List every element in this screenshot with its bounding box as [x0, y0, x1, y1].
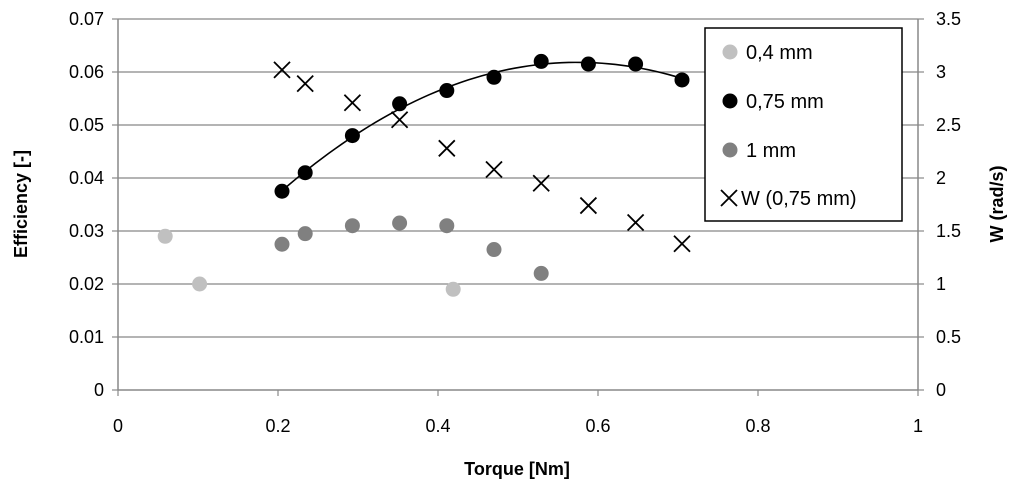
y2-tick-label: 0.5	[936, 327, 961, 347]
data-point-x-marker	[438, 139, 456, 157]
x-tick-label: 1	[913, 416, 923, 436]
y-tick-label: 0.02	[69, 274, 104, 294]
axes	[112, 18, 924, 396]
data-point-circle	[580, 56, 596, 72]
data-point-circle	[297, 226, 313, 242]
legend-box	[704, 27, 903, 222]
data-point-circle	[533, 53, 549, 69]
legend-marker-0-75mm	[722, 93, 738, 109]
y-tick-label: 0.04	[69, 168, 104, 188]
y-tick-label: 0.01	[69, 327, 104, 347]
left-axis-ticks: 0 0.01 0.02 0.03 0.04 0.05 0.06 0.07	[69, 9, 104, 400]
y2-tick-label: 1.5	[936, 221, 961, 241]
trendline-group	[281, 61, 683, 192]
x-tick-label: 0	[113, 416, 123, 436]
y-tick-label: 0.03	[69, 221, 104, 241]
data-point-x-marker	[673, 235, 691, 253]
data-point-circle	[439, 83, 455, 99]
legend-marker-0-4mm	[722, 44, 738, 60]
y2-tick-label: 2	[936, 168, 946, 188]
data-point-x-marker	[343, 94, 362, 112]
data-point-circle	[344, 128, 360, 144]
x-tick-label: 0.2	[265, 416, 290, 436]
y2-axis-title: W (rad/s)	[987, 165, 1007, 242]
data-marks	[157, 53, 691, 297]
legend-marker-w	[720, 189, 738, 207]
y-axis-title: Efficiency [-]	[11, 150, 31, 258]
right-axis-ticks: 0 0.5 1 1.5 2 2.5 3 3.5	[936, 9, 961, 400]
y2-tick-label: 0	[936, 380, 946, 400]
data-point-circle	[274, 236, 290, 252]
legend-label-0-4mm: 0,4 mm	[746, 42, 813, 64]
data-point-x-marker	[296, 75, 314, 93]
x-axis-title: Torque [Nm]	[464, 459, 570, 479]
data-point-circle	[445, 281, 461, 297]
data-point-circle	[674, 72, 690, 88]
y2-tick-label: 1	[936, 274, 946, 294]
data-point-x-marker	[626, 213, 645, 232]
data-point-circle	[297, 165, 313, 181]
data-point-circle	[392, 96, 408, 112]
data-point-circle	[344, 218, 360, 234]
data-point-circle	[628, 56, 644, 72]
data-point-circle	[533, 265, 549, 281]
y-tick-label: 0.05	[69, 115, 104, 135]
data-point-x-marker	[579, 196, 598, 215]
legend-label-0-75mm: 0,75 mm	[746, 91, 824, 113]
gridlines	[118, 18, 918, 338]
data-point-circle	[274, 183, 290, 199]
legend: 0,4 mm 0,75 mm 1 mm W (0,75 mm)	[704, 27, 903, 222]
y-tick-label: 0.06	[69, 62, 104, 82]
data-point-circle	[157, 228, 173, 244]
x-tick-label: 0.4	[425, 416, 450, 436]
y2-tick-label: 2.5	[936, 115, 961, 135]
y2-tick-label: 3	[936, 62, 946, 82]
trendline	[281, 61, 683, 192]
data-point-circle	[486, 69, 502, 85]
data-point-circle	[192, 276, 208, 292]
legend-label-w: W (0,75 mm)	[741, 188, 857, 210]
y2-tick-label: 3.5	[936, 9, 961, 29]
x-tick-label: 0.8	[745, 416, 770, 436]
data-point-x-marker	[273, 61, 291, 79]
data-point-circle	[439, 218, 455, 234]
data-point-x-marker	[485, 160, 503, 179]
y-tick-label: 0.07	[69, 9, 104, 29]
legend-marker-1mm	[722, 142, 738, 158]
data-point-circle	[392, 215, 408, 231]
legend-label-1mm: 1 mm	[746, 140, 796, 162]
data-point-x-marker	[532, 174, 550, 192]
x-tick-label: 0.6	[585, 416, 610, 436]
data-point-circle	[486, 242, 502, 258]
data-point-x-marker	[390, 111, 409, 129]
y-tick-label: 0	[94, 380, 104, 400]
x-axis-ticks: 0 0.2 0.4 0.6 0.8 1	[113, 416, 923, 436]
